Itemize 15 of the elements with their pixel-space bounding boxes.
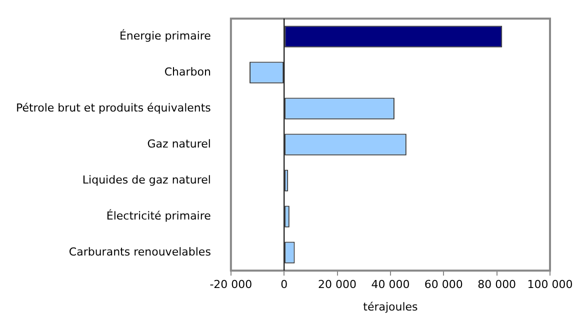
y-tick-label: Gaz naturel [147, 137, 211, 150]
x-tick-label: 100 000 [527, 278, 573, 292]
y-tick-label: Pétrole brut et produits équivalents [16, 101, 212, 114]
x-tick-label: -20 000 [210, 278, 252, 292]
x-tick-label: 0 [280, 278, 288, 292]
x-tick-label: 20 000 [318, 278, 357, 292]
y-tick-label: Carburants renouvelables [68, 245, 212, 258]
y-tick-label: Électricité primaire [106, 208, 212, 222]
x-tick-label: 40 000 [371, 278, 410, 292]
y-tick-label: Charbon [164, 65, 211, 78]
x-tick-label: 60 000 [424, 278, 463, 292]
x-axis-title: térajoules [363, 300, 418, 314]
y-tick-label: Liquides de gaz naturel [82, 173, 211, 186]
y-tick-label: Énergie primaire [119, 28, 212, 42]
x-tick-label: 80 000 [478, 278, 516, 292]
